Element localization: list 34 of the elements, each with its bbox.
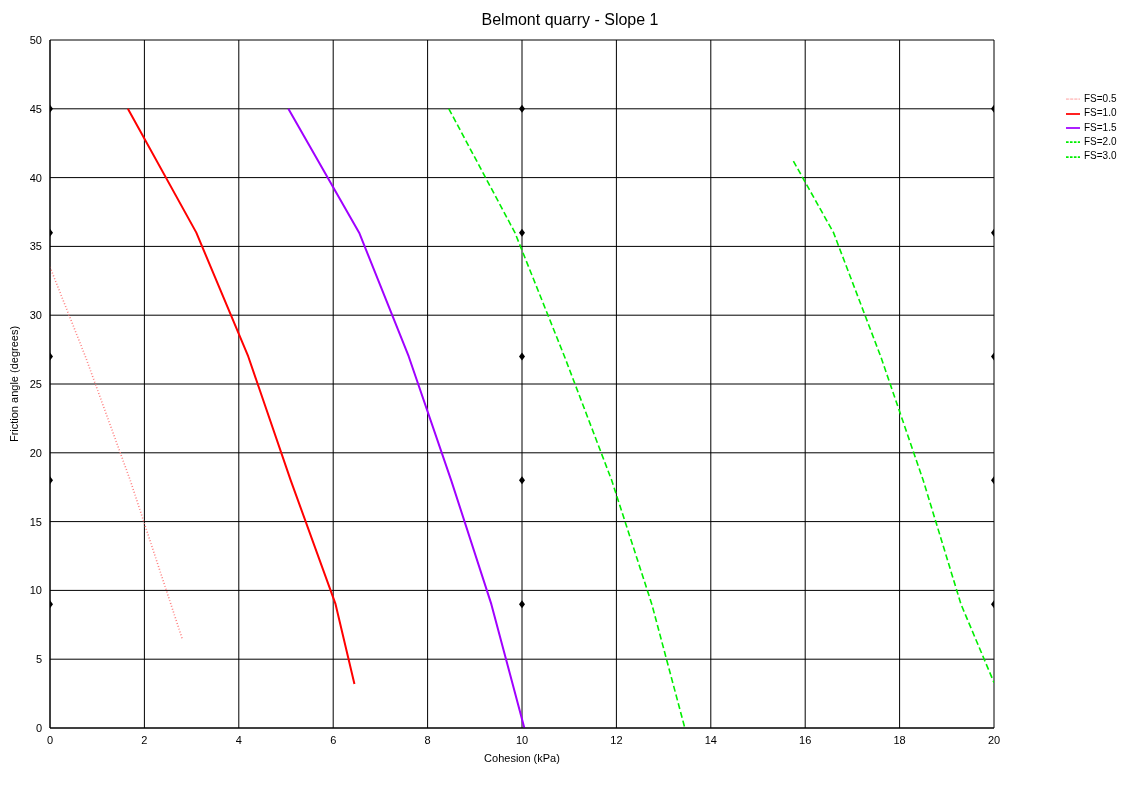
y-tick-label: 20 [29,446,42,459]
legend-label: FS=1.5 [1084,121,1117,133]
x-tick-label: 4 [235,733,242,746]
y-tick-label: 35 [29,240,42,253]
line-series [126,107,356,685]
legend-label: FS=1.0 [1084,107,1117,119]
x-tick-label: 20 [987,733,1001,746]
y-tick-label: 25 [29,377,42,390]
line-series [792,160,994,684]
x-tick-label: 10 [515,733,529,746]
y-tick-label: 0 [35,721,42,734]
x-axis-title: Cohesion (kPa) [484,752,560,764]
x-tick-label: 16 [799,733,812,746]
x-tick-label: 14 [704,733,717,746]
legend-label: FS=3.0 [1084,150,1117,162]
y-tick-label: 10 [29,584,42,597]
legend-label: FS=2.0 [1084,136,1117,148]
chart-title: Belmont quarry - Slope 1 [480,10,660,30]
x-tick-label: 6 [330,733,337,746]
y-tick-label: 5 [35,653,42,666]
x-tick-label: 2 [141,733,148,746]
y-tick-label: 45 [29,102,42,115]
y-tick-label: 15 [29,515,42,528]
y-axis-title: Friction angle (degrees) [7,325,20,443]
line-series [287,107,526,728]
y-tick-label: 30 [29,309,42,322]
y-tick-label: 50 [29,33,42,46]
legend-label: FS=0.5 [1084,93,1117,104]
x-tick-label: 12 [610,733,623,746]
y-tick-label: 40 [29,171,42,184]
x-tick-label: 8 [424,733,431,746]
x-tick-label: 18 [893,733,906,746]
x-tick-label: 0 [46,733,54,746]
line-series [448,108,686,728]
